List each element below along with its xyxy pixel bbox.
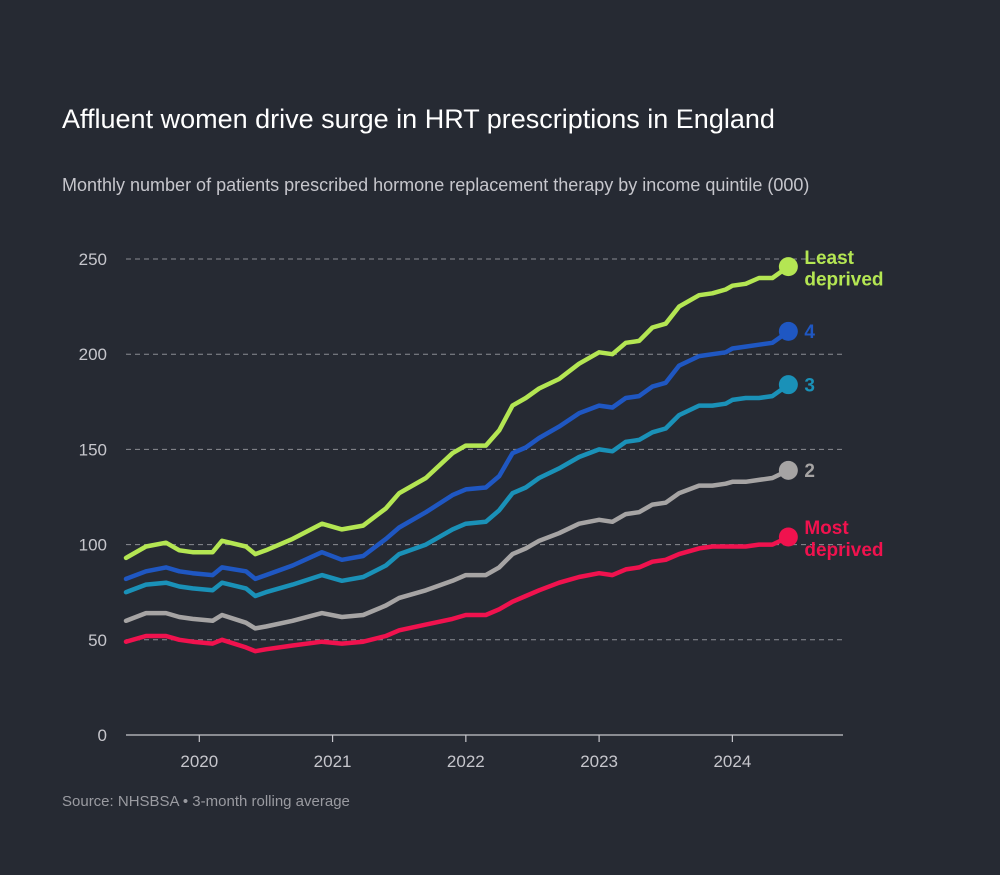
series-label-3: 2 [804, 461, 815, 482]
y-tick-label-0: 0 [98, 726, 107, 745]
y-tick-label-150: 150 [79, 440, 107, 459]
series-label-line: deprived [804, 270, 883, 291]
series-line-4 [123, 534, 791, 654]
x-tick-label-2020: 2020 [180, 752, 218, 771]
axes: 0 50 100 150 200 250 2020 2021 2022 2023 2024 [79, 250, 843, 771]
series-lines [123, 257, 798, 654]
series-label-0: Least deprived [804, 248, 883, 291]
series-label-2: 3 [804, 375, 815, 396]
series-line-0 [123, 264, 791, 561]
x-tick-label-2023: 2023 [580, 752, 618, 771]
series-end-dot-4 [778, 527, 798, 547]
series-label-line: Least [804, 248, 854, 269]
series-label-line: 3 [804, 375, 815, 396]
chart-subtitle: Monthly number of patients prescribed ho… [62, 175, 810, 195]
series-label-line: deprived [804, 540, 883, 561]
x-tick-label-2022: 2022 [447, 752, 485, 771]
x-tick-label-2024: 2024 [713, 752, 751, 771]
source-note: Source: NHSBSA • 3-month rolling average [62, 793, 350, 810]
series-line-2 [123, 382, 791, 599]
series-label-line: Most [804, 518, 849, 539]
series-label-4: Most deprived [804, 518, 883, 561]
y-tick-label-250: 250 [79, 250, 107, 269]
y-tick-label-100: 100 [79, 536, 107, 555]
gridlines [126, 258, 843, 641]
chart-title: Affluent women drive surge in HRT prescr… [62, 104, 775, 134]
series-end-dot-3 [778, 460, 798, 480]
series-label-1: 4 [804, 322, 815, 343]
y-tick-label-50: 50 [88, 631, 107, 650]
y-tick-label-200: 200 [79, 345, 107, 364]
series-end-dot-1 [778, 321, 798, 341]
series-label-line: 4 [804, 322, 815, 343]
series-label-line: 2 [804, 461, 815, 482]
x-tick-label-2021: 2021 [314, 752, 352, 771]
series-end-dot-2 [778, 375, 798, 395]
series-line-1 [123, 329, 791, 582]
series-line-3 [123, 468, 791, 631]
series-end-dot-0 [778, 257, 798, 277]
